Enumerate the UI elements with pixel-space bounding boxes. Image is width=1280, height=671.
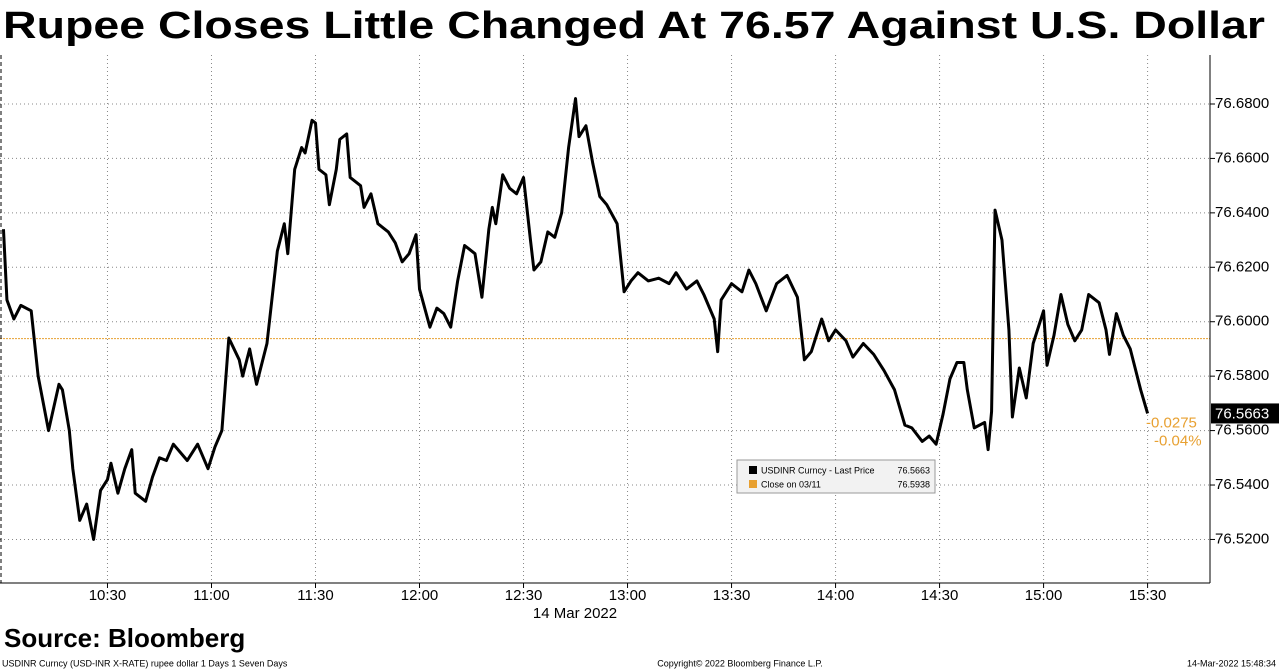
x-date-label: 14 Mar 2022 [533, 605, 617, 622]
x-tick-label: 10:30 [89, 587, 127, 604]
y-tick-label: 76.6400 [1215, 204, 1269, 221]
legend-swatch [749, 466, 757, 474]
y-tick-label: 76.6600 [1215, 149, 1269, 166]
footer-center: Copyright© 2022 Bloomberg Finance L.P. [657, 658, 823, 668]
y-tick-label: 76.6800 [1215, 95, 1269, 112]
x-tick-label: 13:30 [713, 587, 751, 604]
x-tick-label: 15:00 [1025, 587, 1063, 604]
legend-box [736, 459, 936, 494]
y-tick-label: 76.6000 [1215, 313, 1269, 330]
x-tick-label: 11:00 [193, 587, 229, 604]
x-tick-label: 15:30 [1129, 587, 1167, 604]
price-line [1, 97, 1150, 541]
legend-label: Close on 03/11 [761, 479, 821, 489]
x-tick-label: 11:30 [297, 587, 333, 604]
y-tick-label: 76.5400 [1215, 476, 1269, 493]
chart-title: Rupee Closes Little Changed At 76.57 Aga… [3, 5, 1265, 47]
legend-swatch [749, 480, 757, 488]
last-price-label: 76.5663 [1215, 405, 1269, 422]
plot-area [0, 55, 1210, 583]
legend: USDINR Curncy - Last Price 76.5663 Close… [736, 459, 936, 494]
change-pct-label: -0.04% [1154, 432, 1202, 449]
footer-left: USDINR Curncy (USD-INR X-RATE) rupee dol… [2, 658, 288, 668]
x-tick-label: 14:00 [817, 587, 855, 604]
source: Source: Bloomberg [4, 623, 245, 653]
x-tick-label: 12:00 [401, 587, 439, 604]
x-tick-label: 13:00 [609, 587, 647, 604]
legend-label: USDINR Curncy - Last Price [761, 465, 875, 475]
x-tick-label: 12:30 [505, 587, 543, 604]
x-tick-label: 14:30 [921, 587, 959, 604]
last-price-box [1211, 403, 1279, 424]
y-tick-label: 76.5600 [1215, 422, 1269, 439]
change-label: -0.0275 [1146, 414, 1197, 431]
legend-value: 76.5938 [897, 479, 930, 489]
legend-value: 76.5663 [897, 465, 930, 475]
footer-right: 14-Mar-2022 15:48:34 [1187, 658, 1276, 668]
y-tick-label: 76.5200 [1215, 530, 1269, 547]
y-tick-label: 76.5800 [1215, 367, 1269, 384]
y-tick-label: 76.6200 [1215, 258, 1269, 275]
